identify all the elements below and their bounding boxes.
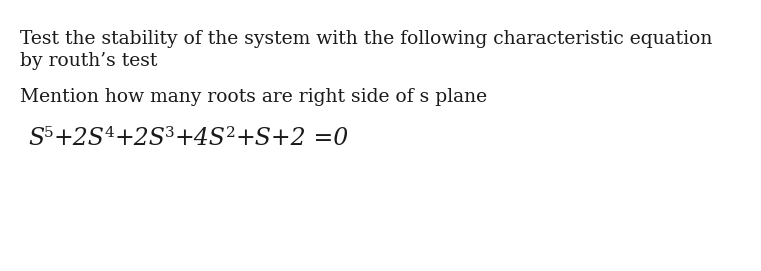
Text: S: S — [28, 127, 44, 150]
Text: =0: =0 — [306, 127, 349, 150]
Text: +4S: +4S — [175, 127, 226, 150]
Text: +2S: +2S — [114, 127, 165, 150]
Text: 3: 3 — [165, 126, 175, 140]
Text: 4: 4 — [104, 126, 114, 140]
Text: by routh’s test: by routh’s test — [20, 52, 158, 70]
Text: 5: 5 — [44, 126, 54, 140]
Text: 2: 2 — [226, 126, 235, 140]
Text: +2S: +2S — [54, 127, 104, 150]
Text: +S+2: +S+2 — [235, 127, 306, 150]
Text: Mention how many roots are right side of s plane: Mention how many roots are right side of… — [20, 88, 487, 106]
Text: Test the stability of the system with the following characteristic equation: Test the stability of the system with th… — [20, 30, 712, 48]
